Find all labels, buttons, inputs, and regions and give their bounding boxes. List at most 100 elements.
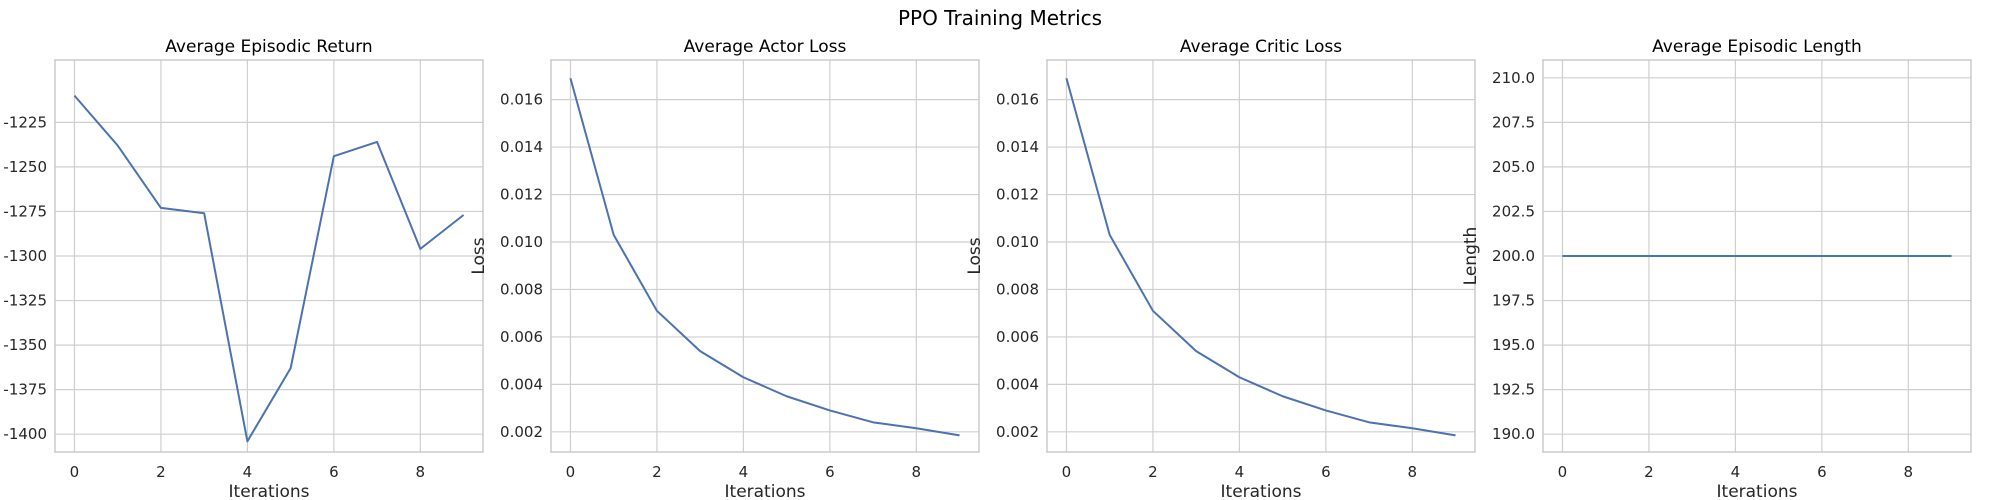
chart-panel-1: Average Episodic Return 0 2 4 6 8 -1225 -1250 -1… <box>3 37 484 500</box>
x-axis-label: Iterations <box>229 482 310 500</box>
x-tick-label: 0 <box>1062 463 1072 481</box>
y-axis-label: Loss <box>965 237 985 274</box>
data-point <box>203 212 205 214</box>
y-tick-label: 0.008 <box>996 280 1039 298</box>
data-point <box>117 145 119 147</box>
y-tick-label: -1250 <box>3 158 47 176</box>
x-tick-label: 0 <box>566 463 576 481</box>
data-point <box>1864 255 1866 257</box>
y-tick-label: 207.5 <box>1492 113 1535 131</box>
y-tick-label: 0.014 <box>996 138 1039 156</box>
x-tick-label: 4 <box>739 463 749 481</box>
plot-frame <box>1542 59 1972 453</box>
series-line <box>569 78 960 437</box>
data-point <box>872 421 874 423</box>
y-tick-label: 0.010 <box>500 233 543 251</box>
data-point <box>333 155 335 157</box>
chart-panel-2: Average Actor Loss 0 2 4 6 8 0.016 0.014 0.012 0.… <box>469 37 980 500</box>
x-tick-label: 8 <box>1408 463 1418 481</box>
x-axis-label: Iterations <box>1717 482 1798 500</box>
y-tick-label: 0.014 <box>500 138 543 156</box>
x-tick-label: 6 <box>1321 463 1331 481</box>
y-axis-label: Loss <box>469 237 489 274</box>
y-tick-label: 200.0 <box>1492 247 1535 265</box>
data-point <box>419 248 421 250</box>
y-tick-label: 0.016 <box>996 91 1039 109</box>
x-tick-label: 2 <box>156 463 166 481</box>
data-point <box>1411 427 1413 429</box>
data-point <box>569 77 571 79</box>
data-point <box>915 427 917 429</box>
data-point <box>1325 409 1327 411</box>
data-point <box>1282 395 1284 397</box>
data-point <box>1951 255 1953 257</box>
data-point <box>1238 376 1240 378</box>
y-tick-label: 0.008 <box>500 280 543 298</box>
x-tick-label: 8 <box>1904 463 1914 481</box>
x-tick-label: 4 <box>243 463 253 481</box>
x-axis-label: Iterations <box>1221 482 1302 500</box>
y-tick-label: 0.010 <box>996 233 1039 251</box>
data-point <box>959 434 961 436</box>
data-point <box>1778 255 1780 257</box>
y-tick-label: -1300 <box>3 247 47 265</box>
data-point <box>290 367 292 369</box>
y-tick-label: -1400 <box>3 425 47 443</box>
panel-title: Average Actor Loss <box>684 37 847 57</box>
x-tick-label: 2 <box>1148 463 1158 481</box>
y-tick-label: 0.016 <box>500 91 543 109</box>
x-tick-label: 0 <box>1558 463 1568 481</box>
series-line <box>1065 78 1456 437</box>
x-tick-label: 6 <box>329 463 339 481</box>
y-tick-label: 190.0 <box>1492 425 1535 443</box>
data-point <box>1907 255 1909 257</box>
chart-panel-4: Average Episodic Length 0 2 4 6 8 210.0 207.5 20… <box>1461 37 1972 500</box>
y-tick-label: 197.5 <box>1492 292 1535 310</box>
data-point <box>742 376 744 378</box>
y-tick-label: 192.5 <box>1492 381 1535 399</box>
series-line <box>73 94 465 443</box>
y-tick-label: -1325 <box>3 292 47 310</box>
y-tick-label: 0.006 <box>500 328 543 346</box>
y-tick-label: 0.012 <box>500 186 543 204</box>
data-point <box>829 409 831 411</box>
y-tick-label: -1350 <box>3 336 47 354</box>
y-tick-label: 0.004 <box>996 375 1039 393</box>
data-point <box>1734 255 1736 257</box>
data-point <box>786 395 788 397</box>
x-axis-label: Iterations <box>725 482 806 500</box>
y-tick-label: 202.5 <box>1492 202 1535 220</box>
x-tick-label: 2 <box>1644 463 1654 481</box>
y-tick-label: 0.002 <box>996 423 1039 441</box>
data-point <box>1561 255 1563 257</box>
data-point <box>613 234 615 236</box>
y-tick-label: -1225 <box>3 113 47 131</box>
plot-frame <box>1046 59 1476 453</box>
panel-title: Average Critic Loss <box>1180 37 1342 57</box>
y-tick-label: 0.006 <box>996 328 1039 346</box>
data-point <box>1368 421 1370 423</box>
x-tick-label: 6 <box>825 463 835 481</box>
x-tick-label: 4 <box>1235 463 1245 481</box>
chart-panel-3: Average Critic Loss 0 2 4 6 8 0.016 0.014 0.012 0… <box>965 37 1476 500</box>
chart-panels: Average Episodic Return 0 2 4 6 8 -1225 -1250 -1… <box>3 37 1972 500</box>
data-point <box>656 310 658 312</box>
data-point <box>160 207 162 209</box>
plot-frame <box>550 59 980 453</box>
panel-title: Average Episodic Return <box>165 37 372 57</box>
data-point <box>376 141 378 143</box>
y-tick-label: -1275 <box>3 202 47 220</box>
x-tick-label: 6 <box>1817 463 1827 481</box>
x-tick-label: 4 <box>1731 463 1741 481</box>
data-point <box>1065 77 1067 79</box>
data-point <box>1821 255 1823 257</box>
data-point <box>1152 310 1154 312</box>
data-point <box>1648 255 1650 257</box>
data-point <box>1605 255 1607 257</box>
data-point <box>73 95 75 97</box>
data-point <box>1455 434 1457 436</box>
x-tick-label: 2 <box>652 463 662 481</box>
data-point <box>246 440 248 442</box>
y-tick-label: 0.012 <box>996 186 1039 204</box>
data-point <box>1195 350 1197 352</box>
